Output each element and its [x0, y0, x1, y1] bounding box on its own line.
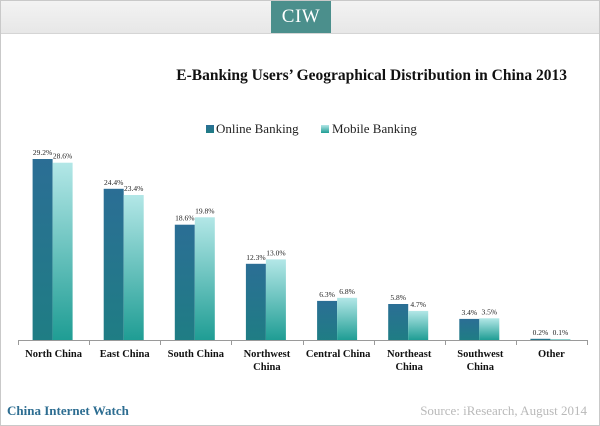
category-label-5: Northeast: [387, 349, 432, 360]
bar-mobile-2: [194, 217, 215, 340]
value-label-online-6: 3.4%: [461, 308, 477, 317]
value-label-online-7: 0.2%: [533, 328, 549, 337]
bar-online-7: [530, 338, 551, 340]
value-labels-group: 29.2% 28.6% 24.4%23.4% 18.6%19.8% 12.3% 13.0%…: [33, 148, 568, 337]
legend-label-mobile: Mobile Banking: [332, 121, 417, 136]
category-label-5: China: [395, 362, 423, 373]
bar-mobile-6: [479, 318, 500, 340]
category-label-2: South China: [168, 349, 225, 360]
value-label-online-0: 29.2%: [33, 148, 52, 157]
chart-title: E-Banking Users’ Geographical Distributi…: [176, 67, 567, 84]
bar-mobile-0: [52, 162, 73, 340]
source-note: Source: iResearch, August 2014: [420, 403, 587, 418]
bar-online-6: [459, 318, 480, 340]
value-label-mobile-3: 13.0%: [266, 248, 285, 257]
value-label-online-3: 12.3%: [246, 253, 265, 262]
category-label-3: China: [253, 362, 281, 373]
category-label-6: China: [467, 362, 495, 373]
value-label-online-4: 6.3%: [319, 290, 335, 299]
legend-label-online: Online Banking: [216, 121, 299, 136]
value-label-mobile-4: 6.8%: [339, 287, 355, 296]
bar-online-2: [174, 224, 195, 340]
category-label-3: Northwest: [244, 349, 291, 360]
bar-mobile-5: [408, 310, 429, 340]
category-label-6: Southwest: [457, 349, 504, 360]
value-label-mobile-7: 0.1%: [553, 328, 569, 337]
value-label-online-2: 18.6%: [175, 214, 194, 223]
bar-online-1: [103, 188, 124, 340]
bar-online-5: [388, 304, 409, 340]
bar-online-0: [32, 159, 53, 340]
bar-mobile-7: [550, 339, 571, 340]
bar-online-3: [245, 263, 266, 340]
value-label-mobile-2: 19.8%: [195, 206, 214, 215]
legend: Online Banking Mobile Banking: [206, 121, 417, 136]
value-label-online-1: 24.4%: [104, 178, 123, 187]
bar-mobile-4: [337, 297, 358, 340]
legend-swatch-online: [206, 125, 214, 133]
bar-online-4: [317, 300, 338, 340]
footer-brand: China Internet Watch: [7, 403, 129, 418]
category-label-1: East China: [100, 349, 151, 360]
bars-group: [32, 159, 571, 340]
value-label-mobile-1: 23.4%: [124, 184, 143, 193]
category-label-0: North China: [25, 349, 83, 360]
category-label-7: Other: [538, 349, 565, 360]
bar-mobile-3: [265, 259, 286, 340]
value-label-mobile-5: 4.7%: [410, 300, 426, 309]
legend-swatch-mobile: [321, 125, 329, 133]
category-labels-group: North China East China South China Northwes…: [25, 349, 565, 373]
value-label-online-5: 5.8%: [390, 293, 406, 302]
x-axis-ticks: [18, 340, 588, 345]
value-label-mobile-0: 28.6%: [53, 152, 72, 161]
category-label-4: Central China: [306, 349, 371, 360]
brand-logo: CIW: [271, 1, 331, 33]
value-label-mobile-6: 3.5%: [481, 307, 497, 316]
bar-mobile-1: [123, 195, 144, 340]
